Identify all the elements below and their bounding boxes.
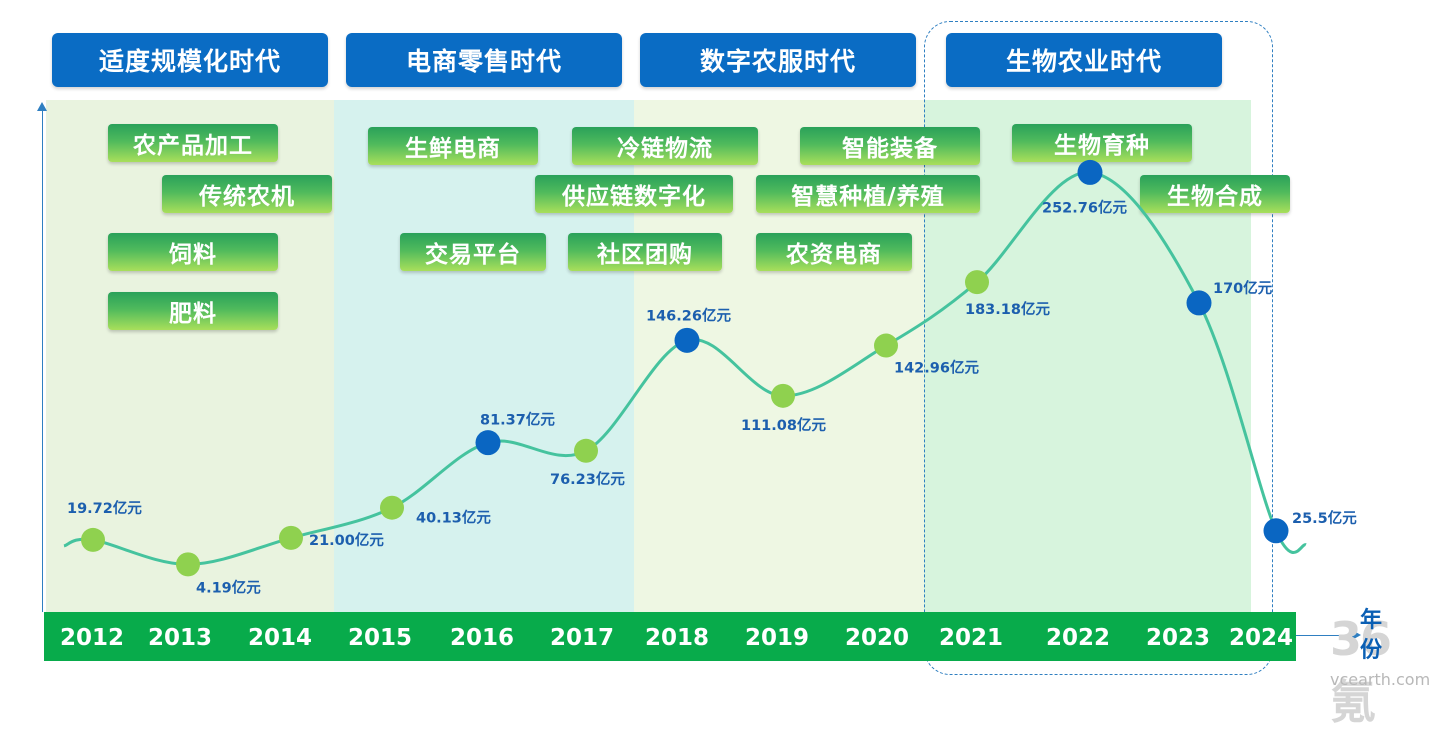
x-tick-label-2017: 2017	[549, 625, 614, 651]
data-point-2014	[279, 525, 303, 550]
data-point-2016	[475, 430, 501, 456]
x-tick-label-2022: 2022	[1045, 625, 1110, 651]
data-label-2015: 40.13亿元	[416, 509, 491, 527]
data-label-2021: 183.18亿元	[965, 300, 1050, 318]
x-tick-label-2016: 2016	[449, 625, 514, 651]
data-label-2016: 81.37亿元	[480, 411, 555, 429]
chart-stage: 适度规模化时代 电商零售时代 数字农服时代 生物农业时代 农产品加工 传统农机 …	[37, 21, 1431, 729]
x-tick-label-2023: 2023	[1145, 625, 1210, 651]
x-tick-label-2012: 2012	[59, 625, 124, 651]
data-label-2022: 252.76亿元	[1042, 198, 1127, 216]
data-point-2022	[1077, 159, 1103, 185]
data-point-2017	[574, 438, 598, 463]
era-header-4: 生物农业时代	[946, 33, 1222, 87]
data-point-2021	[965, 270, 989, 295]
data-point-2018	[674, 327, 700, 353]
data-point-2013	[176, 552, 200, 577]
tag-traditional-machinery: 传统农机	[162, 175, 332, 213]
tag-cold-chain: 冷链物流	[572, 127, 758, 165]
era-header-2: 电商零售时代	[346, 33, 622, 87]
y-axis-line	[42, 108, 43, 612]
x-axis-bar	[44, 612, 1296, 661]
watermark-url: vcearth.com	[1330, 670, 1431, 689]
era-header-3: 数字农服时代	[640, 33, 916, 87]
tag-smart-equipment: 智能装备	[800, 127, 980, 165]
tag-bio-synthesis: 生物合成	[1140, 175, 1290, 213]
tag-supply-chain-digital: 供应链数字化	[535, 175, 733, 213]
data-point-2020	[874, 333, 898, 358]
y-axis-arrow-icon	[37, 102, 47, 111]
data-label-2024: 25.5亿元	[1292, 509, 1357, 527]
data-label-2012: 19.72亿元	[67, 499, 142, 517]
series-line	[63, 170, 1307, 566]
x-tick-label-2018: 2018	[644, 625, 709, 651]
x-axis-line	[1296, 635, 1354, 636]
data-label-2014: 21.00亿元	[309, 531, 384, 549]
tag-smart-farming: 智慧种植/养殖	[756, 175, 980, 213]
tag-community-groupbuy: 社区团购	[568, 233, 722, 271]
x-tick-label-2024: 2024	[1228, 625, 1293, 651]
data-point-2023	[1186, 290, 1212, 316]
data-point-2012	[81, 527, 105, 552]
tag-feed: 饲料	[108, 233, 278, 271]
tag-trading-platform: 交易平台	[400, 233, 546, 271]
data-label-2013: 4.19亿元	[196, 578, 261, 596]
x-tick-label-2020: 2020	[844, 625, 909, 651]
x-tick-label-2013: 2013	[147, 625, 212, 651]
data-point-2024	[1263, 518, 1289, 544]
x-tick-label-2014: 2014	[247, 625, 312, 651]
era-header-1: 适度规模化时代	[52, 33, 328, 87]
data-point-2015	[380, 495, 404, 520]
data-label-2018: 146.26亿元	[646, 306, 731, 324]
tag-bio-breeding: 生物育种	[1012, 124, 1192, 162]
data-label-2020: 142.96亿元	[894, 359, 979, 377]
tag-agri-input-ecommerce: 农资电商	[756, 233, 912, 271]
tag-fertilizer: 肥料	[108, 292, 278, 330]
line-chart: 19.72亿元 4.19亿元 21.00亿元 40.13亿元 81.37亿元 76.23亿…	[63, 159, 1357, 596]
tag-agri-processing: 农产品加工	[108, 124, 278, 162]
data-label-2023: 170亿元	[1213, 279, 1273, 297]
x-axis-arrow-icon	[1352, 630, 1361, 640]
x-tick-label-2021: 2021	[938, 625, 1003, 651]
data-point-2019	[771, 383, 795, 408]
data-label-2019: 111.08亿元	[741, 416, 826, 434]
highlight-dashed-frame	[924, 21, 1273, 675]
x-axis-unit-label: 年份	[1359, 608, 1382, 663]
data-label-2017: 76.23亿元	[550, 470, 625, 488]
x-tick-label-2015: 2015	[347, 625, 412, 651]
tag-fresh-ecommerce: 生鲜电商	[368, 127, 538, 165]
x-tick-label-2019: 2019	[744, 625, 809, 651]
